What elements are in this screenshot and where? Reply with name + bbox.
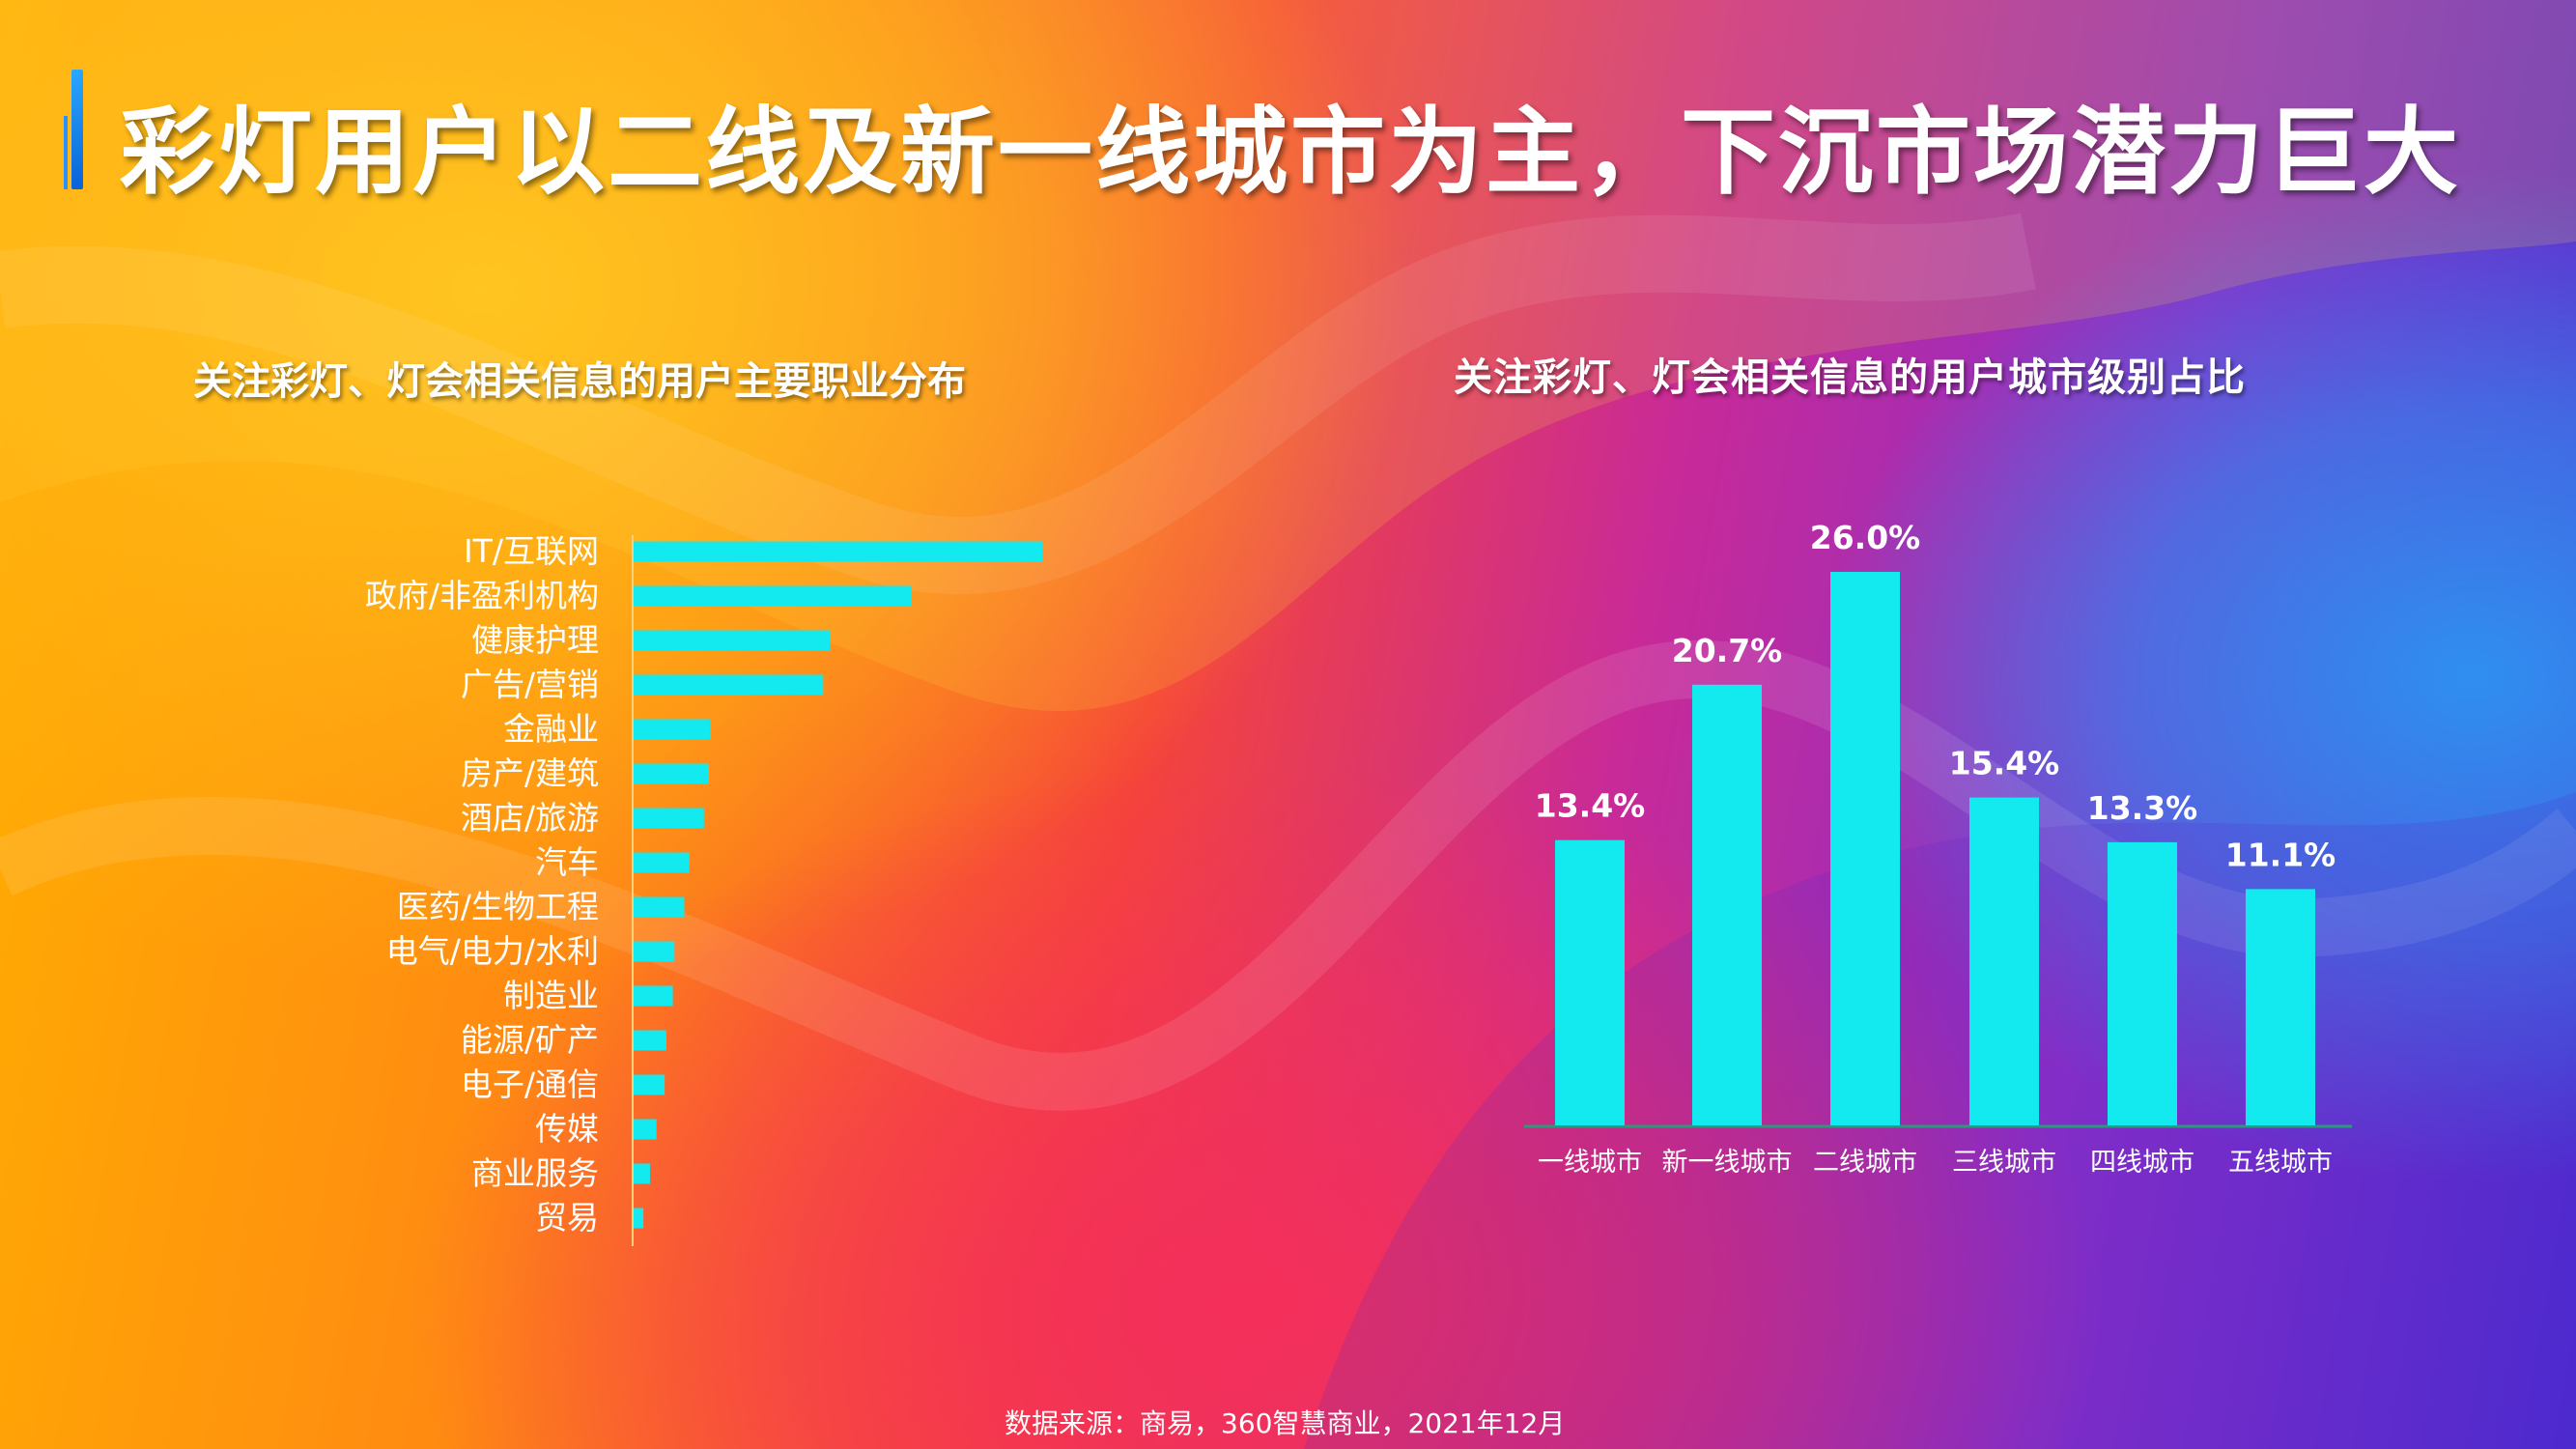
city-tier-value-label: 13.3% <box>2087 789 2198 827</box>
title-accent-bar <box>71 70 83 189</box>
city-tier-bar <box>1692 684 1762 1125</box>
city-tier-value-label: 13.4% <box>1535 787 1646 825</box>
title-accent-line <box>64 116 68 189</box>
occupation-bar <box>634 1163 650 1184</box>
occupation-bar <box>634 763 709 784</box>
occupation-category-label: 商业服务 <box>471 1154 599 1192</box>
city-tier-category-label: 四线城市 <box>2090 1148 2194 1178</box>
city-tier-value-label: 11.1% <box>2225 836 2336 873</box>
occupation-chart-title: 关注彩灯、灯会相关信息的用户主要职业分布 <box>193 359 966 404</box>
occupation-category-label: 传媒 <box>535 1110 599 1148</box>
occupation-category-label: IT/互联网 <box>464 532 599 570</box>
city-tier-bar <box>1555 839 1625 1125</box>
occupation-bar <box>634 1119 657 1140</box>
occupation-category-label: 能源/矿产 <box>461 1021 599 1059</box>
city-tier-category-label: 三线城市 <box>1952 1148 2056 1178</box>
city-tier-chart-title: 关注彩灯、灯会相关信息的用户城市级别占比 <box>1454 355 2246 400</box>
occupation-category-label: 医药/生物工程 <box>397 888 599 925</box>
occupation-bar <box>634 896 685 918</box>
occupation-category-label: 汽车 <box>535 843 599 881</box>
occupation-bar <box>634 585 912 607</box>
occupation-bar <box>634 808 704 829</box>
city-tier-bar <box>1830 572 1900 1125</box>
city-tier-bar <box>2108 841 2177 1125</box>
city-tier-value-label: 26.0% <box>1810 519 1921 556</box>
occupation-category-label: 电子/通信 <box>461 1065 599 1103</box>
occupation-category-label: 酒店/旅游 <box>461 799 599 837</box>
occupation-bar <box>634 1074 665 1095</box>
city-tier-bar <box>1969 797 2039 1125</box>
city-tier-category-label: 一线城市 <box>1538 1148 1642 1178</box>
occupation-category-label: 健康护理 <box>471 621 599 659</box>
city-tier-value-label: 20.7% <box>1672 632 1783 669</box>
occupation-category-label: 金融业 <box>503 710 599 748</box>
city-tier-category-label: 五线城市 <box>2228 1148 2333 1178</box>
city-tier-category-label: 新一线城市 <box>1662 1148 1793 1178</box>
city-tier-bar <box>2246 889 2315 1125</box>
occupation-bar <box>634 1208 644 1229</box>
occupation-category-label: 广告/营销 <box>461 666 599 703</box>
occupation-bar <box>634 1030 666 1051</box>
occupation-bar <box>634 630 831 651</box>
occupation-category-label: 制造业 <box>503 977 599 1014</box>
occupation-category-label: 贸易 <box>535 1199 599 1236</box>
occupation-bar <box>634 941 675 962</box>
page-title: 彩灯用户以二线及新一线城市为主，下沉市场潜力巨大 <box>120 98 2462 208</box>
occupation-bar <box>634 674 824 696</box>
data-source-note: 数据来源：商易，360智慧商业，2021年12月 <box>1005 1407 1566 1439</box>
city-tier-category-label: 二线城市 <box>1813 1148 1917 1178</box>
occupation-category-label: 电气/电力/水利 <box>386 932 599 970</box>
occupation-bar <box>634 541 1042 562</box>
occupation-category-label: 房产/建筑 <box>461 754 599 792</box>
occupation-category-label: 政府/非盈利机构 <box>365 577 599 614</box>
occupation-bar <box>634 719 711 740</box>
city-tier-value-label: 15.4% <box>1949 745 2060 782</box>
occupation-bar <box>634 852 690 873</box>
occupation-bar <box>634 985 673 1007</box>
